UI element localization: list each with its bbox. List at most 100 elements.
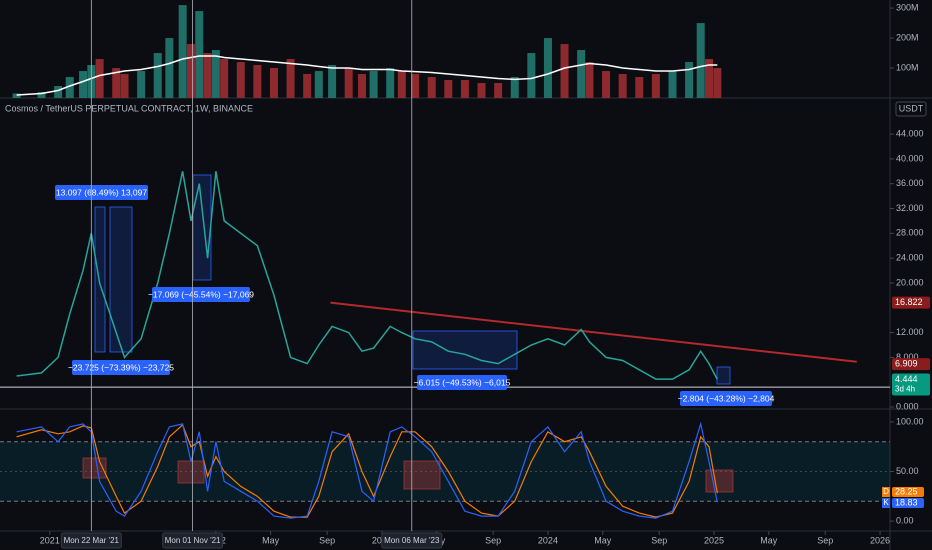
last-value-box	[892, 487, 924, 497]
legend-swatch	[882, 498, 890, 508]
volume-bar	[120, 74, 129, 98]
volume-bar	[195, 11, 204, 99]
measure-label-box	[72, 360, 170, 375]
volume-bar	[411, 74, 420, 98]
volume-bar	[460, 80, 469, 98]
volume-bar	[211, 50, 220, 98]
last-value-box	[892, 498, 924, 508]
crosshair-date: Mon 06 Mar '23	[384, 536, 440, 545]
stoch-line	[16, 421, 718, 519]
crosshair-date: Mon 22 Mar '21	[64, 536, 120, 545]
volume-bar	[427, 77, 436, 98]
volume-bar	[527, 53, 536, 98]
measure-label: −2.804 (−43.28%) −2,804	[678, 393, 775, 403]
highlight-box	[177, 460, 205, 484]
volume-bar	[314, 71, 323, 98]
y-tick-label: 8.000	[896, 352, 919, 362]
last-value-label: 28.25	[895, 486, 918, 496]
volume-bar	[705, 59, 714, 98]
volume-bar	[178, 5, 187, 98]
highlight-box	[403, 460, 441, 490]
volume-bar	[696, 23, 705, 98]
volume-bar	[303, 74, 312, 98]
y-tick-label: 32.000	[896, 203, 924, 213]
legend-name: D	[883, 487, 889, 496]
measure-label: −23.725 (−73.39%) −23,725	[68, 362, 174, 372]
measure-region	[94, 206, 106, 353]
crosshair-date-box	[381, 532, 443, 549]
volume-bar	[236, 62, 245, 98]
price-marker-label: 6.909	[895, 359, 918, 369]
volume-bar	[397, 71, 406, 98]
x-tick-label: Sep	[319, 535, 335, 545]
y-tick-label: 0.000	[896, 401, 919, 411]
crosshair-date-box	[162, 532, 224, 549]
price-line	[16, 171, 718, 380]
volume-bar	[369, 71, 378, 98]
measure-label-box	[680, 391, 772, 406]
y-tick-label: 40.000	[896, 153, 924, 163]
volume-bar	[165, 38, 174, 98]
volume-bar	[12, 93, 21, 98]
volume-bar	[220, 59, 229, 98]
volume-bar	[386, 68, 395, 98]
volume-bar	[286, 59, 295, 98]
volume-bar	[344, 68, 353, 98]
y-tick-label: 200M	[896, 32, 919, 42]
volume-bar	[618, 74, 627, 98]
volume-bar	[685, 62, 694, 98]
legend-name: K	[883, 498, 889, 507]
measure-region	[192, 174, 212, 281]
volume-bar	[79, 71, 88, 98]
volume-bar	[153, 53, 162, 98]
volume-bar	[635, 77, 644, 98]
volume-bar	[37, 92, 46, 98]
volume-bar	[577, 50, 586, 98]
last-price-label: 4.444	[895, 374, 918, 384]
measure-region	[716, 366, 731, 385]
x-tick-label: Sep	[817, 535, 833, 545]
volume-bar	[651, 74, 660, 98]
y-tick-label: 24.000	[896, 253, 924, 263]
volume-bar	[112, 68, 121, 98]
last-value-label: 18.83	[895, 497, 918, 507]
x-tick-label: 2021	[40, 535, 60, 545]
measure-label: 13.097 (68.49%) 13,097	[56, 187, 147, 197]
countdown: 3d 4h	[895, 385, 915, 394]
crosshair-date-box	[60, 532, 122, 549]
volume-bar	[137, 71, 146, 98]
x-tick-label: Sep	[485, 535, 501, 545]
volume-bar	[510, 77, 519, 98]
volume-bar	[253, 65, 262, 98]
legend-swatch	[882, 487, 890, 497]
measure-label: −6.015 (−49.53%) −6,015	[414, 377, 511, 387]
volume-bar	[269, 68, 278, 98]
measure-label: −17.069 (−45.54%) −17,069	[148, 289, 254, 299]
y-tick-label: 300M	[896, 2, 919, 12]
chart-title: Cosmos / TetherUS PERPETUAL CONTRACT, 1W…	[5, 103, 253, 113]
y-tick-label: 100M	[896, 62, 919, 72]
y-tick-label: 44.000	[896, 128, 924, 138]
y-tick-label: 28.000	[896, 228, 924, 238]
volume-bar	[186, 44, 195, 98]
last-price-box	[892, 373, 930, 396]
volume-bar	[357, 74, 366, 98]
y-tick-label: 36.000	[896, 178, 924, 188]
volume-bar	[54, 86, 63, 98]
volume-ma-line	[16, 55, 718, 96]
volume-bar	[328, 65, 337, 98]
stoch-line	[16, 423, 718, 518]
x-tick-label: Sep	[651, 535, 667, 545]
measure-label-box	[417, 375, 507, 390]
x-tick-label: May	[594, 535, 612, 545]
price-marker-box	[892, 296, 930, 309]
x-tick-label: May	[760, 535, 778, 545]
volume-bar	[602, 71, 611, 98]
volume-bar	[477, 83, 486, 98]
measure-region	[109, 206, 133, 353]
currency-box	[895, 101, 927, 117]
crosshair-date: Mon 01 Nov '21	[165, 536, 221, 545]
volume-bar	[65, 77, 74, 98]
volume-bar	[585, 62, 594, 98]
highlight-box	[705, 469, 734, 493]
